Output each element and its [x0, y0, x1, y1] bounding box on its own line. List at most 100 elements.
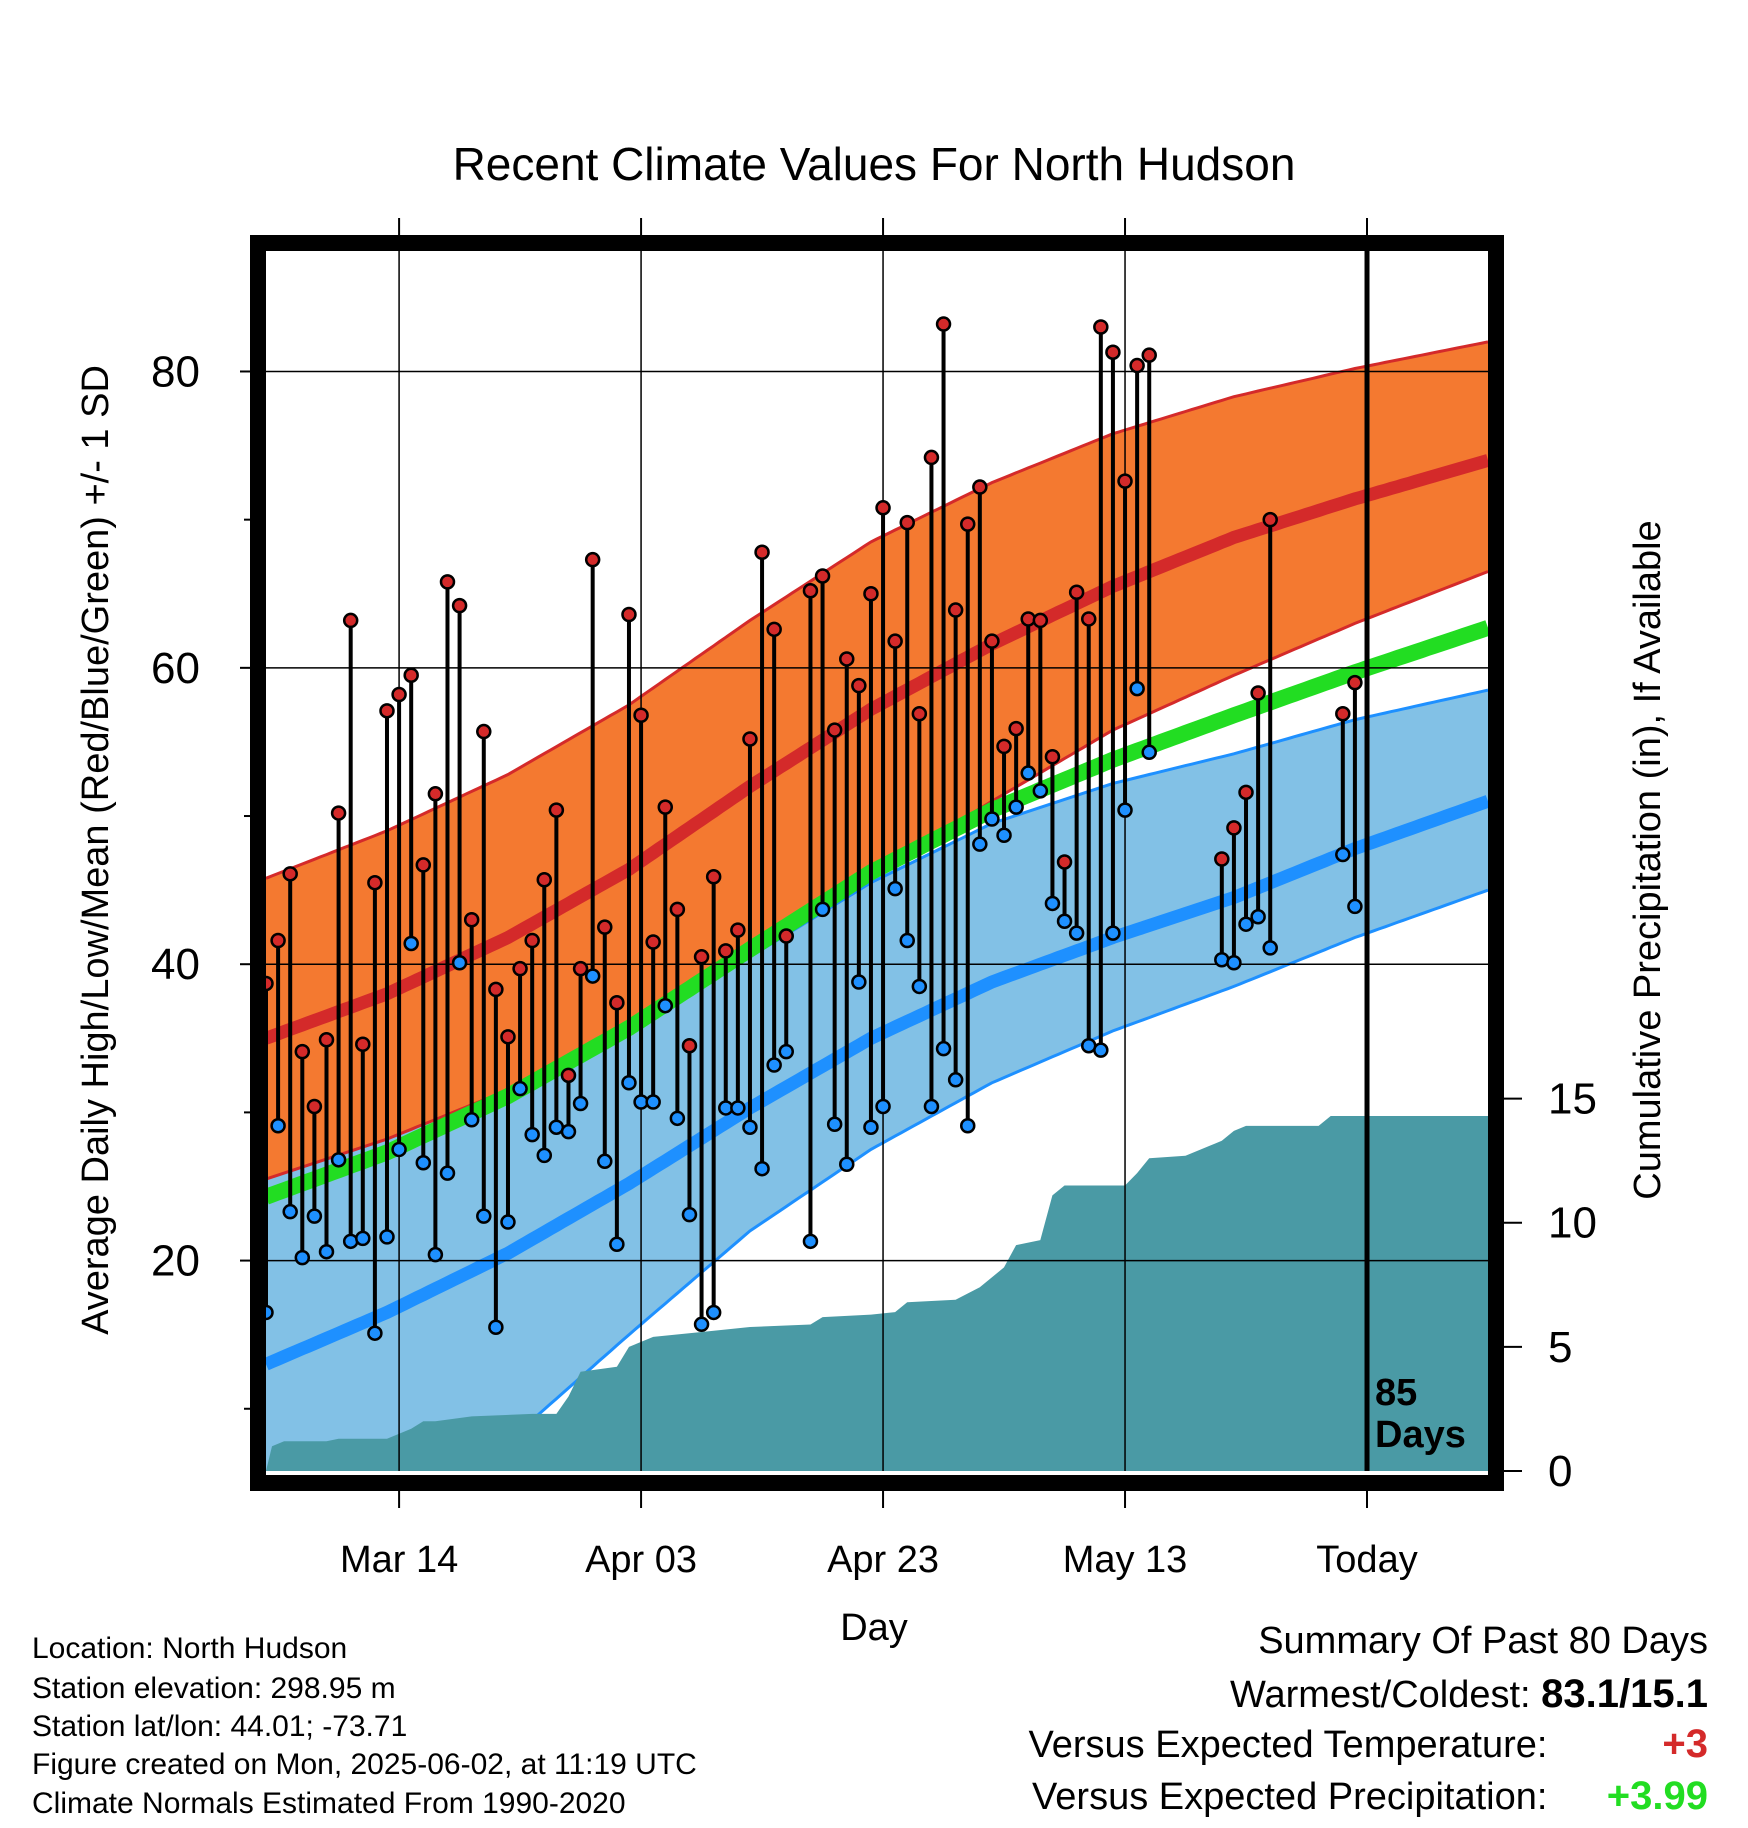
daily-low-point — [742, 1119, 758, 1135]
daily-high-point — [778, 928, 795, 944]
daily-low-point — [439, 1165, 456, 1181]
daily-low-point — [705, 1304, 722, 1321]
daily-high-point — [851, 677, 867, 694]
today-annotation-1: Days — [1375, 1414, 1466, 1456]
daily-high-point — [754, 544, 770, 561]
daily-stems — [264, 324, 1357, 1334]
daily-high-point — [1056, 854, 1073, 870]
axes: 20 40 60 80 0 5 10 15 Mar 14 Apr 03 Apr 23 May 13 To… — [151, 218, 1597, 1581]
normal-low-band — [266, 690, 1488, 1471]
daily-low-point — [693, 1316, 710, 1333]
x-tick-label: Mar 14 — [340, 1539, 458, 1581]
footer-normals: Climate Normals Estimated From 1990-2020 — [32, 1787, 626, 1820]
daily-high-point — [633, 707, 649, 724]
daily-high-point — [705, 869, 722, 885]
precip-tick-label: 15 — [1548, 1075, 1597, 1124]
daily-low-point — [584, 968, 601, 984]
daily-high-point — [1347, 674, 1363, 691]
precip-tick-label: 5 — [1548, 1323, 1572, 1372]
daily-low-point — [1347, 898, 1363, 915]
daily-high-point — [1105, 344, 1121, 360]
x-tick-label: Today — [1316, 1539, 1417, 1581]
daily-high-point — [814, 568, 831, 584]
daily-low-point — [972, 836, 988, 852]
daily-high-point — [887, 633, 903, 649]
daily-low-point — [1117, 802, 1133, 818]
daily-low-point — [524, 1126, 540, 1143]
daily-high-point — [560, 1067, 577, 1084]
daily-low-point — [851, 974, 867, 990]
daily-low-point — [996, 827, 1012, 844]
daily-high-point — [972, 479, 988, 495]
daily-low-point — [669, 1110, 686, 1127]
daily-high-point — [609, 994, 625, 1011]
daily-high-point — [306, 1098, 323, 1115]
normal-high-band — [266, 341, 1488, 1180]
normal-low-mean-line — [266, 795, 1488, 1371]
daily-low-point — [306, 1208, 323, 1224]
daily-high-point — [681, 1037, 698, 1054]
footer-elevation: Station elevation: 298.95 m — [32, 1672, 396, 1705]
daily-high-point — [294, 1043, 311, 1060]
daily-low-point — [1056, 913, 1073, 929]
daily-low-point — [1032, 783, 1049, 799]
daily-low-point — [1335, 846, 1351, 863]
precip-tick-label: 10 — [1548, 1199, 1597, 1248]
daily-low-point — [1068, 925, 1085, 941]
daily-high-point — [318, 1032, 335, 1048]
plot-frame — [250, 235, 1504, 1491]
daily-high-point — [500, 1029, 516, 1045]
daily-low-point — [609, 1236, 625, 1253]
daily-low-point — [621, 1075, 637, 1091]
daily-high-point — [584, 551, 601, 568]
daily-high-point — [1117, 473, 1133, 489]
daily-low-point — [379, 1229, 395, 1245]
daily-high-point — [1214, 851, 1230, 867]
daily-low-point — [1141, 744, 1157, 761]
summary-precipitation: Versus Expected Precipitation: +3.99 — [1032, 1774, 1708, 1819]
daily-low-point — [488, 1319, 504, 1336]
daily-high-point — [1250, 685, 1266, 701]
normal-high-upper-line — [266, 340, 1488, 880]
x-axis-label: Day — [840, 1607, 908, 1649]
warmest-coldest-value: 83.1/15.1 — [1541, 1672, 1708, 1716]
daily-high-point — [947, 602, 964, 618]
daily-high-point — [1141, 347, 1157, 363]
daily-low-point — [1226, 954, 1242, 971]
daily-low-point — [1129, 680, 1145, 697]
daily-low-point — [984, 811, 1000, 827]
daily-high-point — [548, 802, 565, 818]
daily-low-point — [839, 1156, 855, 1173]
y-tick-label: 20 — [151, 1237, 200, 1286]
precip-label: Versus Expected Precipitation: — [1032, 1776, 1548, 1818]
daily-high-point — [657, 799, 674, 815]
daily-high-point — [984, 633, 1000, 649]
warmest-coldest-label: Warmest/Coldest: — [1230, 1674, 1531, 1716]
daily-high-point — [1068, 584, 1085, 601]
daily-low-point — [318, 1243, 335, 1260]
daily-low-point — [1262, 940, 1278, 956]
daily-high-point — [875, 500, 891, 516]
daily-low-point — [959, 1117, 976, 1134]
daily-high-point — [718, 943, 734, 959]
normal-high-mean-line — [266, 454, 1488, 1045]
daily-high-point — [524, 932, 540, 949]
x-tick-label: Apr 23 — [827, 1539, 939, 1581]
daily-low-point — [681, 1206, 698, 1223]
daily-high-point — [427, 786, 444, 802]
daily-high-point — [512, 960, 528, 977]
daily-low-point — [330, 1152, 347, 1168]
daily-high-point — [463, 912, 480, 928]
daily-low-point — [1044, 895, 1061, 912]
daily-high-point — [669, 901, 686, 918]
daily-low-point — [1105, 925, 1121, 941]
daily-high-point — [839, 651, 855, 667]
today-annotation-0: 85 — [1375, 1372, 1417, 1414]
daily-high-point — [488, 981, 504, 998]
daily-low-point — [476, 1208, 492, 1224]
y-tick-label: 40 — [151, 940, 200, 989]
daily-high-point — [282, 866, 298, 882]
daily-high-point — [923, 449, 940, 466]
daily-low-point — [766, 1057, 782, 1073]
daily-low-point — [1008, 799, 1024, 815]
